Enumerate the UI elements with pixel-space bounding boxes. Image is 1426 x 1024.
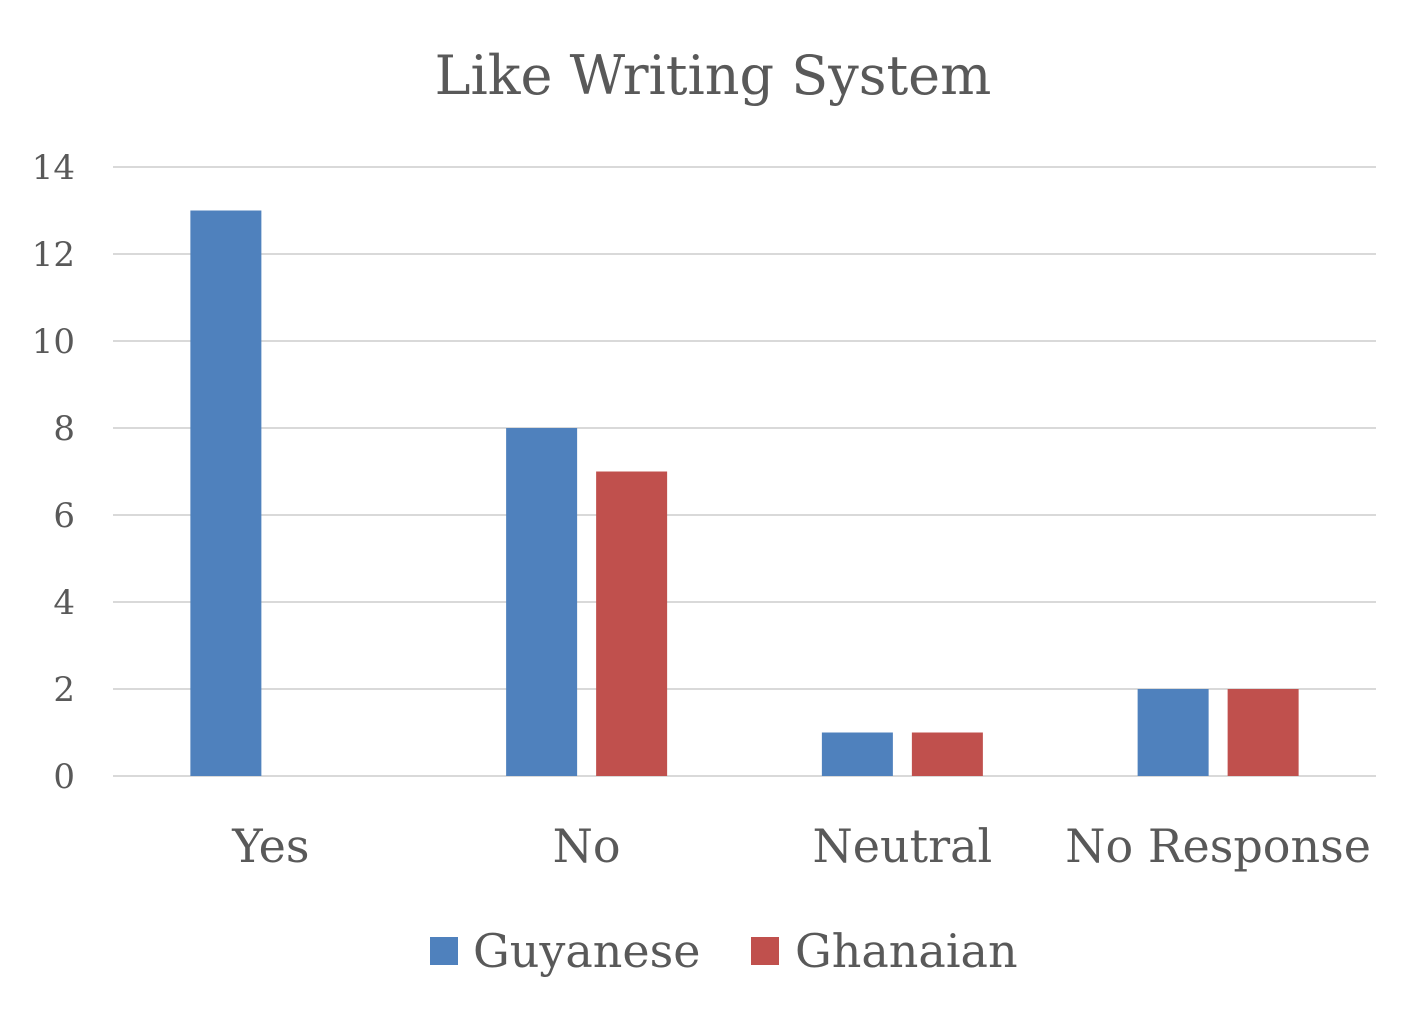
bar-ghanaian-no	[596, 471, 668, 776]
y-tick-label: 8	[53, 409, 75, 449]
bar-ghanaian-no-response	[1227, 689, 1299, 776]
y-tick-label: 12	[32, 235, 75, 275]
y-tick-label: 10	[32, 322, 75, 362]
gridlines	[113, 166, 1376, 777]
legend: Guyanese Ghanaian	[430, 924, 1018, 978]
legend-label-ghanaian: Ghanaian	[795, 924, 1018, 978]
y-tick-label: 4	[53, 583, 75, 623]
y-tick-label: 6	[53, 496, 75, 536]
bar-guyanese-yes	[190, 210, 262, 776]
bars	[190, 210, 1299, 776]
x-category-label: No	[553, 819, 621, 873]
x-category-label: Neutral	[813, 819, 993, 873]
y-tick-label: 14	[32, 148, 75, 188]
legend-swatch-guyanese	[430, 937, 458, 965]
legend-swatch-ghanaian	[751, 937, 779, 965]
x-category-label: Yes	[231, 819, 309, 873]
x-category-label: No Response	[1065, 819, 1371, 873]
chart-title: Like Writing System	[435, 44, 992, 107]
y-tick-label: 0	[53, 757, 75, 797]
bar-guyanese-no	[506, 428, 578, 776]
y-tick-label: 2	[53, 670, 75, 710]
y-axis-ticks: 0 2 4 6 8 10 12 14	[32, 148, 75, 797]
bar-guyanese-neutral	[821, 732, 893, 776]
bar-guyanese-no-response	[1137, 689, 1209, 776]
bar-ghanaian-neutral	[911, 732, 983, 776]
legend-label-guyanese: Guyanese	[473, 924, 700, 978]
x-axis-categories: Yes No Neutral No Response	[231, 819, 1371, 873]
